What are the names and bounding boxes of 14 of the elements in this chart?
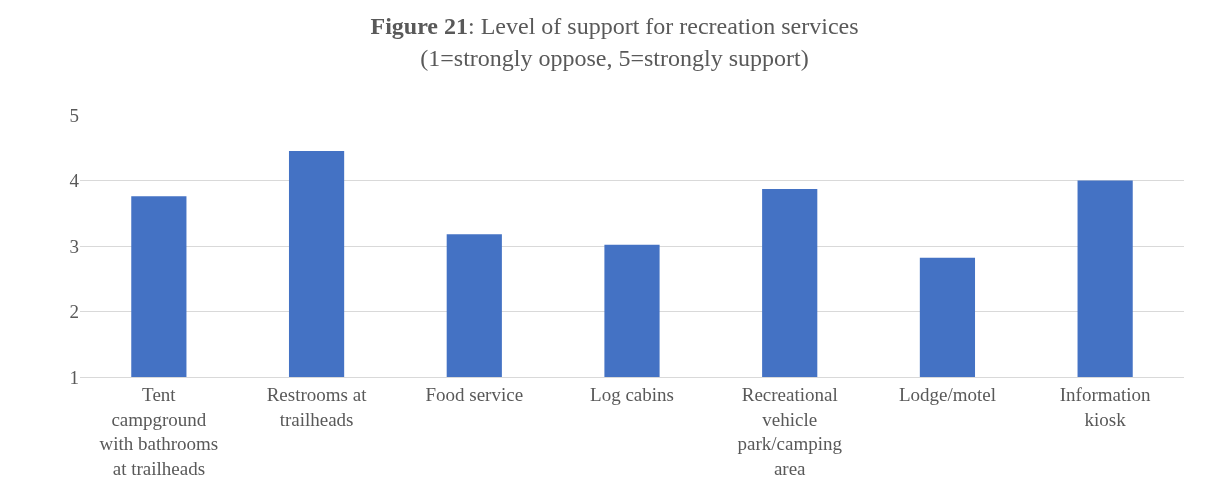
x-tick-label: Recreational vehicle park/camping area xyxy=(737,383,843,479)
x-tick-label: Food service xyxy=(425,383,524,405)
chart-title: Figure 21: Level of support for recreation services xyxy=(370,13,859,40)
x-tick-label: Lodge/motel xyxy=(898,383,996,405)
chart-subtitle: (1=strongly oppose, 5=strongly support) xyxy=(420,44,809,71)
y-tick-label: 4 xyxy=(69,170,80,192)
y-tick-label: 3 xyxy=(69,235,79,257)
y-tick-label: 2 xyxy=(69,301,79,323)
x-tick-label: Tent campground with bathrooms at trailheads xyxy=(99,383,219,479)
x-tick-label: Restrooms at trailheads xyxy=(266,383,368,430)
x-tick-label: Log cabins xyxy=(590,383,674,405)
y-tick-label: 1 xyxy=(69,366,79,388)
x-tick-label: Information kiosk xyxy=(1059,383,1152,430)
y-tick-label: 5 xyxy=(69,104,79,126)
